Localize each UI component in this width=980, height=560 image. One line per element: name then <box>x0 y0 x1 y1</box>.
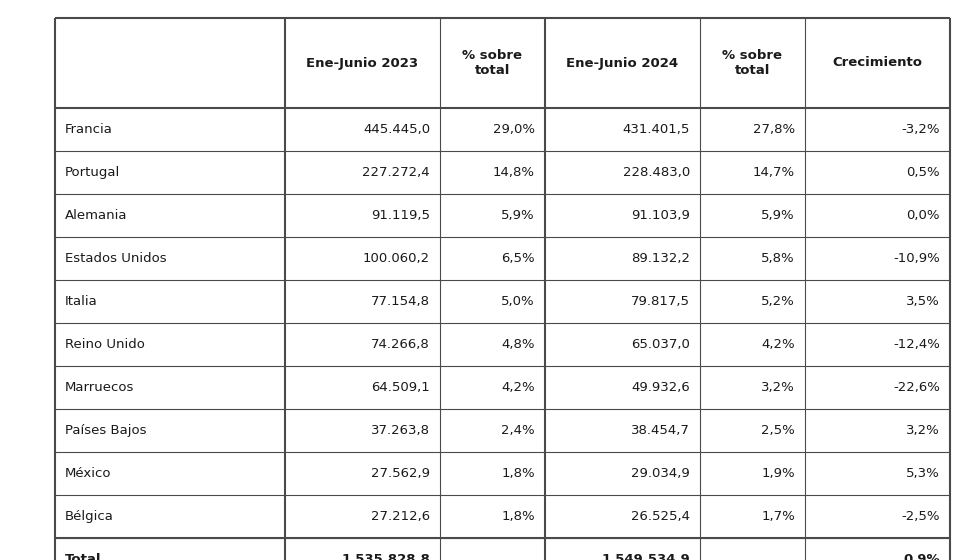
Text: 5,9%: 5,9% <box>502 209 535 222</box>
Text: 5,9%: 5,9% <box>761 209 795 222</box>
Text: 2,5%: 2,5% <box>761 424 795 437</box>
Text: 4,2%: 4,2% <box>502 381 535 394</box>
Text: 100.060,2: 100.060,2 <box>363 252 430 265</box>
Text: 4,8%: 4,8% <box>502 338 535 351</box>
Text: Reino Unido: Reino Unido <box>65 338 145 351</box>
Text: 49.932,6: 49.932,6 <box>631 381 690 394</box>
Text: 5,8%: 5,8% <box>761 252 795 265</box>
Text: Países Bajos: Países Bajos <box>65 424 146 437</box>
Text: -10,9%: -10,9% <box>893 252 940 265</box>
Text: 1,7%: 1,7% <box>761 510 795 523</box>
Text: 445.445,0: 445.445,0 <box>363 123 430 136</box>
Text: 4,2%: 4,2% <box>761 338 795 351</box>
Text: Crecimiento: Crecimiento <box>832 57 922 69</box>
Bar <box>55 409 950 452</box>
Text: 431.401,5: 431.401,5 <box>622 123 690 136</box>
Text: Total: Total <box>65 553 102 560</box>
Text: México: México <box>65 467 112 480</box>
Text: 64.509,1: 64.509,1 <box>371 381 430 394</box>
Text: 27.562,9: 27.562,9 <box>371 467 430 480</box>
Text: 0,9%: 0,9% <box>904 553 940 560</box>
Text: 2,4%: 2,4% <box>502 424 535 437</box>
Bar <box>55 18 950 108</box>
Text: 0,0%: 0,0% <box>906 209 940 222</box>
Text: 91.103,9: 91.103,9 <box>631 209 690 222</box>
Text: -12,4%: -12,4% <box>893 338 940 351</box>
Text: 65.037,0: 65.037,0 <box>631 338 690 351</box>
Bar <box>55 452 950 495</box>
Text: 3,2%: 3,2% <box>906 424 940 437</box>
Text: Ene-Junio 2023: Ene-Junio 2023 <box>307 57 418 69</box>
Bar <box>55 108 950 151</box>
Text: 29.034,9: 29.034,9 <box>631 467 690 480</box>
Bar <box>55 151 950 194</box>
Text: 26.525,4: 26.525,4 <box>631 510 690 523</box>
Text: 14,8%: 14,8% <box>493 166 535 179</box>
Text: 37.263,8: 37.263,8 <box>371 424 430 437</box>
Text: Italia: Italia <box>65 295 98 308</box>
Bar <box>55 538 950 560</box>
Text: -22,6%: -22,6% <box>893 381 940 394</box>
Text: 1.535.828,8: 1.535.828,8 <box>341 553 430 560</box>
Text: 27,8%: 27,8% <box>753 123 795 136</box>
Bar <box>55 194 950 237</box>
Text: 91.119,5: 91.119,5 <box>371 209 430 222</box>
Text: Marruecos: Marruecos <box>65 381 134 394</box>
Text: 228.483,0: 228.483,0 <box>622 166 690 179</box>
Text: 1.549.534,9: 1.549.534,9 <box>602 553 690 560</box>
Text: Estados Unidos: Estados Unidos <box>65 252 167 265</box>
Text: Alemania: Alemania <box>65 209 127 222</box>
Text: 74.266,8: 74.266,8 <box>371 338 430 351</box>
Text: 3,2%: 3,2% <box>761 381 795 394</box>
Text: 1,9%: 1,9% <box>761 467 795 480</box>
Bar <box>55 280 950 323</box>
Text: 29,0%: 29,0% <box>493 123 535 136</box>
Text: 89.132,2: 89.132,2 <box>631 252 690 265</box>
Text: 1,8%: 1,8% <box>502 510 535 523</box>
Text: 5,3%: 5,3% <box>906 467 940 480</box>
Text: 27.212,6: 27.212,6 <box>370 510 430 523</box>
Text: 227.272,4: 227.272,4 <box>363 166 430 179</box>
Text: 38.454,7: 38.454,7 <box>631 424 690 437</box>
Text: -3,2%: -3,2% <box>902 123 940 136</box>
Text: 77.154,8: 77.154,8 <box>371 295 430 308</box>
Bar <box>55 323 950 366</box>
Text: % sobre
total: % sobre total <box>463 49 522 77</box>
Text: 6,5%: 6,5% <box>502 252 535 265</box>
Bar <box>55 495 950 538</box>
Text: 0,5%: 0,5% <box>906 166 940 179</box>
Text: -2,5%: -2,5% <box>902 510 940 523</box>
Bar <box>55 237 950 280</box>
Text: 1,8%: 1,8% <box>502 467 535 480</box>
Bar <box>55 366 950 409</box>
Text: 14,7%: 14,7% <box>753 166 795 179</box>
Text: Bélgica: Bélgica <box>65 510 114 523</box>
Text: 5,0%: 5,0% <box>502 295 535 308</box>
Text: Francia: Francia <box>65 123 113 136</box>
Text: 79.817,5: 79.817,5 <box>631 295 690 308</box>
Text: % sobre
total: % sobre total <box>722 49 782 77</box>
Text: 5,2%: 5,2% <box>761 295 795 308</box>
Text: Ene-Junio 2024: Ene-Junio 2024 <box>566 57 678 69</box>
Text: 3,5%: 3,5% <box>906 295 940 308</box>
Text: Portugal: Portugal <box>65 166 121 179</box>
